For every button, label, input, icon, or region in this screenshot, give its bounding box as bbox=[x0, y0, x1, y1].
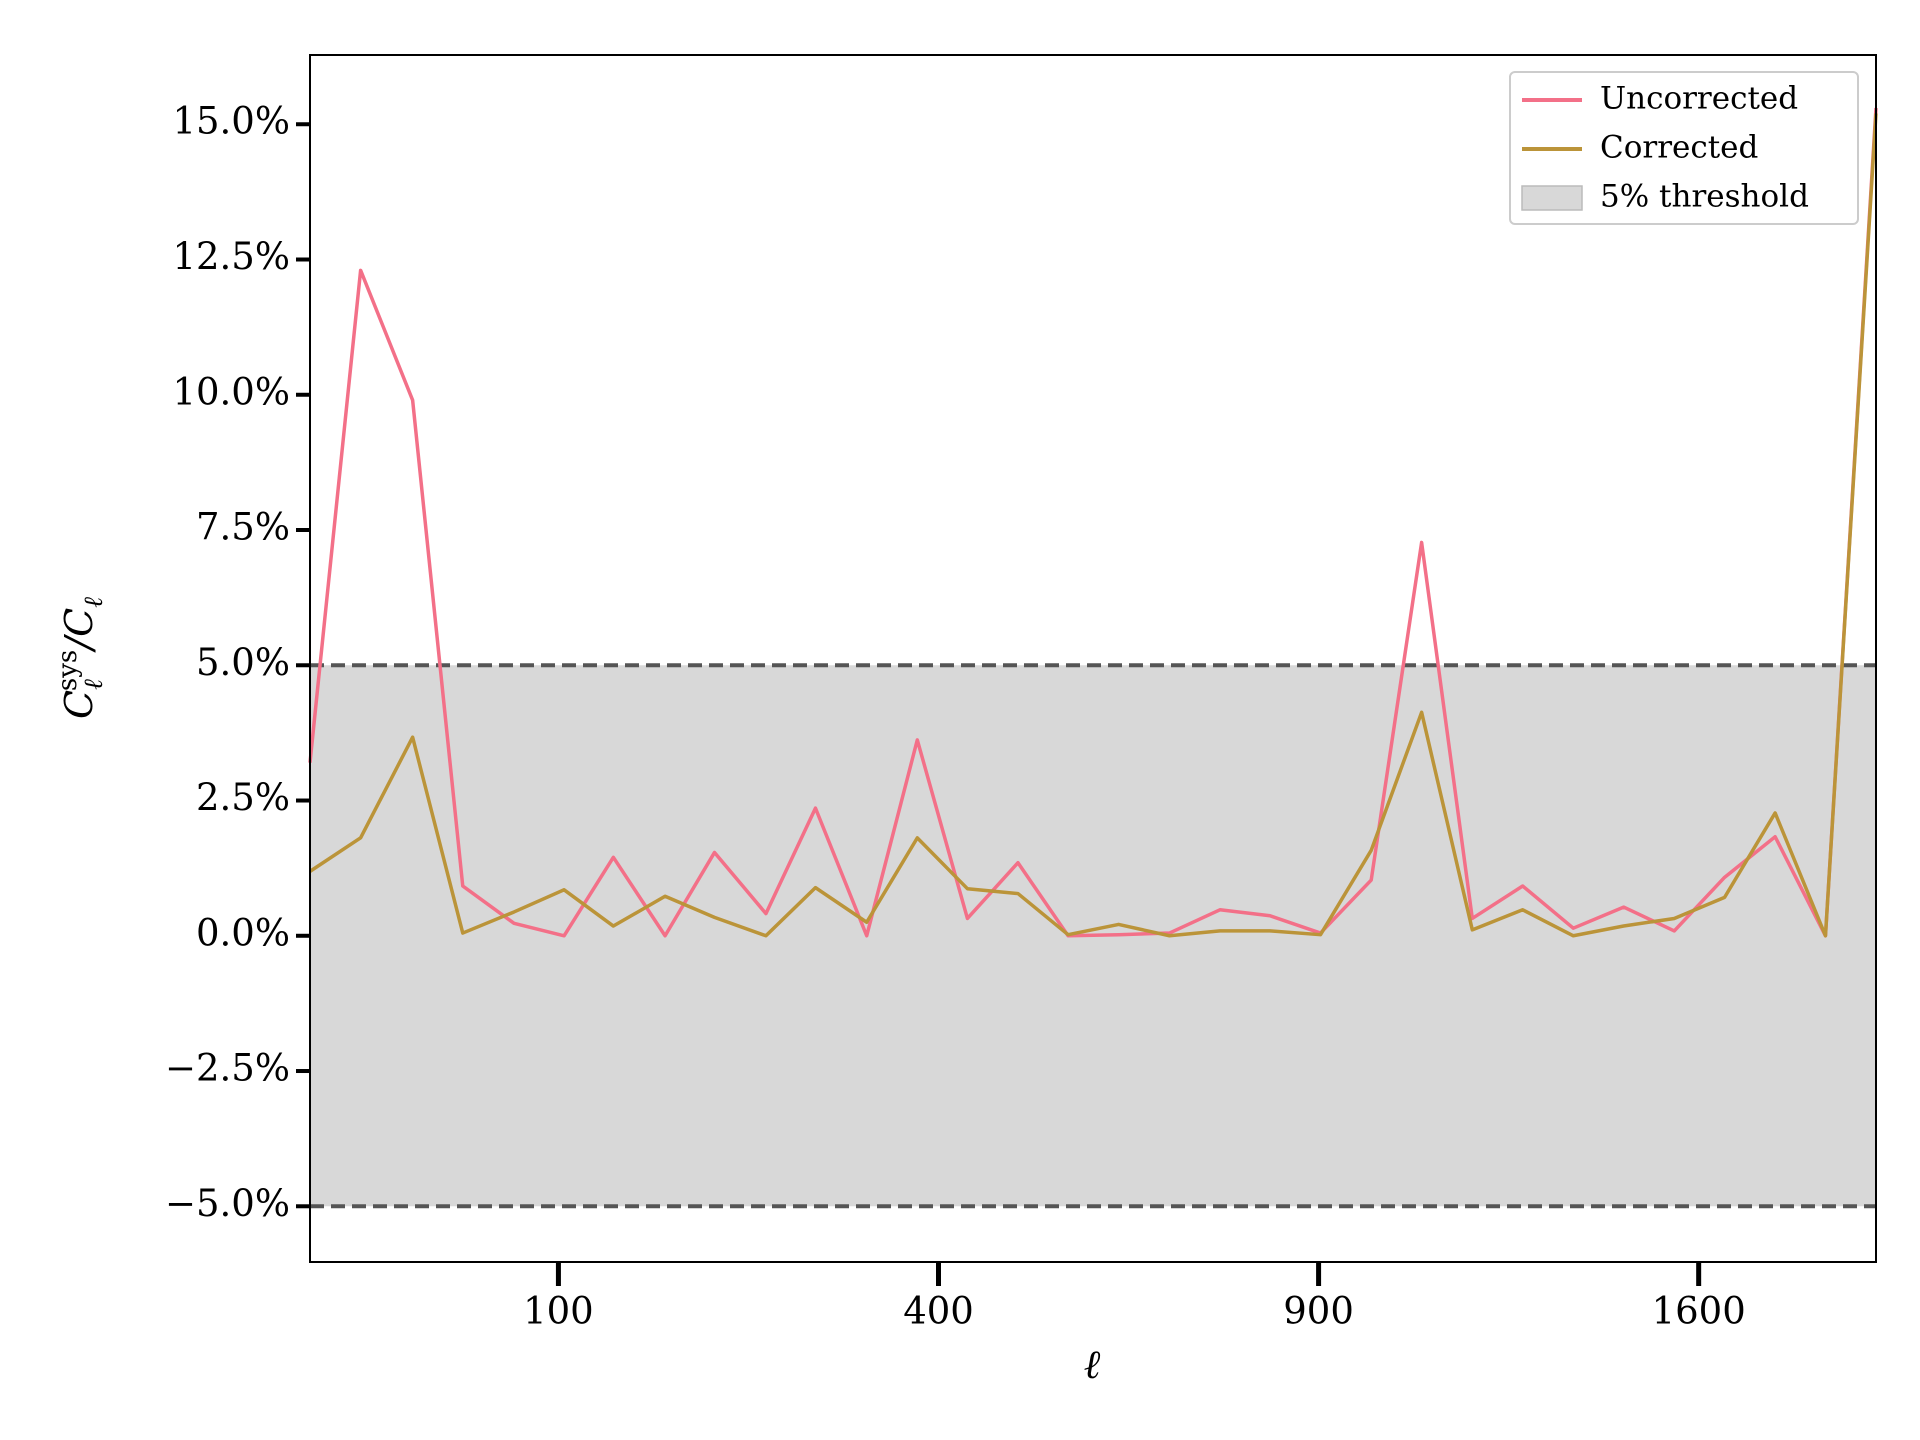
series-line bbox=[309, 113, 1878, 938]
y-tick-label: 7.5% bbox=[196, 506, 290, 549]
y-tick-label: 10.0% bbox=[172, 370, 290, 413]
legend-label: 5% threshold bbox=[1600, 179, 1809, 215]
y-tick-label: 0.0% bbox=[196, 911, 290, 954]
y-label-part: sys bbox=[53, 650, 83, 691]
series-line bbox=[308, 107, 1878, 938]
y-tick-label: −5.0% bbox=[165, 1182, 290, 1225]
plot-frame bbox=[309, 54, 1877, 1263]
legend-box bbox=[1509, 71, 1859, 225]
legend-swatch bbox=[1521, 185, 1583, 211]
y-tick-label: 2.5% bbox=[196, 776, 290, 819]
x-axis-label: ℓ bbox=[1084, 1342, 1101, 1388]
x-tick-label: 900 bbox=[1283, 1290, 1354, 1333]
y-tick-label: 5.0% bbox=[196, 641, 290, 684]
y-label-part: ℓ bbox=[79, 597, 109, 608]
legend-label: Uncorrected bbox=[1600, 81, 1798, 117]
y-tick-label: −2.5% bbox=[165, 1047, 290, 1090]
y-tick-label: 15.0% bbox=[172, 100, 290, 143]
y-axis-label: Cℓsys/Cℓ bbox=[53, 597, 109, 719]
legend-label: Corrected bbox=[1600, 130, 1758, 166]
x-tick-label: 100 bbox=[523, 1290, 594, 1333]
y-tick-label: 12.5% bbox=[172, 235, 290, 278]
y-label-part: /C bbox=[57, 608, 101, 654]
y-label-part: ℓ bbox=[79, 679, 109, 690]
x-tick-label: 400 bbox=[903, 1290, 974, 1333]
x-tick-label: 1600 bbox=[1652, 1290, 1746, 1333]
y-label-part: C bbox=[57, 690, 101, 719]
